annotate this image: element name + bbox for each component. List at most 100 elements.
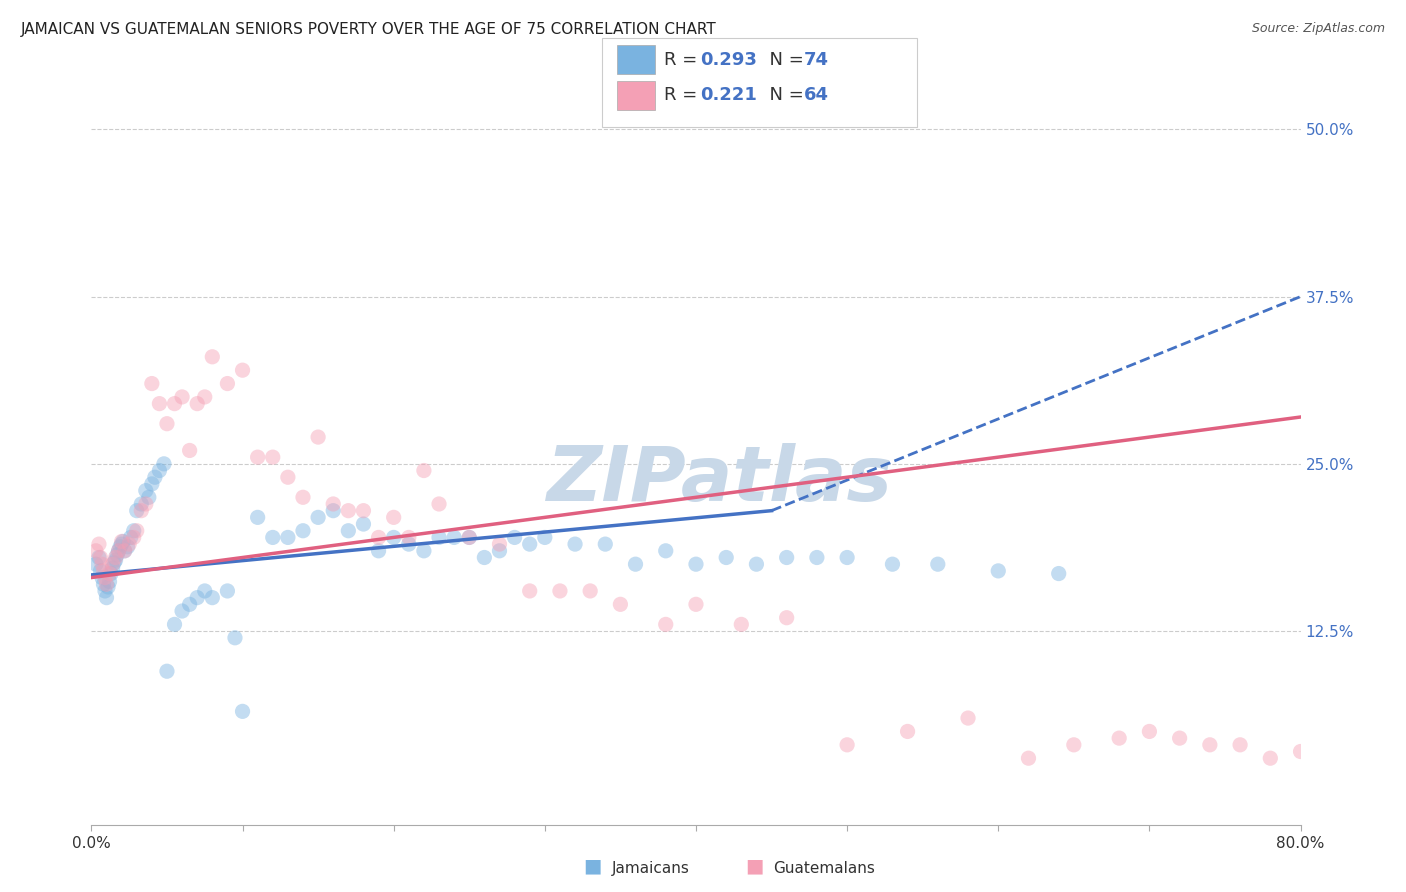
Point: [322, 503, 344, 517]
Point: [156, 664, 179, 679]
Point: [307, 430, 329, 444]
Point: [217, 376, 239, 391]
Point: [579, 584, 602, 599]
Point: [352, 503, 374, 517]
Point: [108, 540, 131, 554]
Point: [101, 557, 124, 572]
Text: 0.293: 0.293: [700, 51, 756, 69]
Point: [112, 534, 135, 549]
Point: [714, 550, 737, 565]
Point: [1168, 731, 1191, 746]
Point: [114, 544, 136, 558]
Text: JAMAICAN VS GUATEMALAN SENIORS POVERTY OVER THE AGE OF 75 CORRELATION CHART: JAMAICAN VS GUATEMALAN SENIORS POVERTY O…: [21, 22, 717, 37]
Point: [111, 537, 132, 551]
Text: 0.221: 0.221: [700, 87, 756, 104]
Point: [897, 724, 920, 739]
Point: [122, 530, 145, 544]
Point: [89, 550, 111, 565]
Point: [595, 537, 617, 551]
Point: [292, 524, 315, 538]
Point: [262, 450, 284, 465]
Point: [91, 571, 114, 585]
Point: [93, 577, 115, 591]
Point: [125, 503, 148, 517]
Point: [104, 553, 127, 567]
Point: [413, 544, 436, 558]
Point: [114, 544, 136, 558]
Point: [654, 617, 676, 632]
Point: [776, 611, 799, 625]
Point: [105, 548, 128, 562]
Point: [103, 556, 125, 570]
Point: [224, 631, 246, 645]
Point: [91, 557, 114, 572]
Point: [217, 584, 239, 599]
Point: [277, 470, 299, 484]
Point: [956, 711, 979, 725]
Point: [835, 550, 858, 565]
Text: ZIPatlas: ZIPatlas: [547, 443, 893, 517]
Point: [488, 537, 510, 551]
Point: [201, 591, 224, 605]
Point: [156, 417, 179, 431]
Point: [519, 537, 541, 551]
Point: [1018, 751, 1040, 765]
Point: [89, 564, 111, 578]
Point: [519, 584, 541, 599]
Point: [87, 537, 110, 551]
Point: [685, 557, 707, 572]
Point: [458, 530, 481, 544]
Point: [129, 503, 152, 517]
Point: [179, 443, 201, 458]
Point: [94, 571, 117, 585]
Point: [96, 591, 118, 605]
Point: [927, 557, 949, 572]
Point: [987, 564, 1010, 578]
Point: [398, 530, 420, 544]
Point: [231, 363, 253, 377]
Point: [806, 550, 828, 565]
Point: [194, 584, 217, 599]
Point: [1139, 724, 1161, 739]
Point: [172, 604, 194, 618]
Text: N =: N =: [758, 51, 810, 69]
Point: [1289, 744, 1312, 758]
Point: [488, 544, 510, 558]
Point: [277, 530, 299, 544]
Point: [398, 537, 420, 551]
Point: [322, 497, 344, 511]
Point: [246, 450, 269, 465]
Point: [163, 617, 186, 632]
Point: [163, 396, 186, 410]
Point: [122, 524, 145, 538]
Point: [135, 483, 157, 498]
Point: [1047, 566, 1070, 581]
Point: [148, 396, 170, 410]
Text: ■: ■: [583, 857, 602, 876]
Point: [1229, 738, 1251, 752]
Point: [564, 537, 586, 551]
Point: [730, 617, 752, 632]
Point: [194, 390, 217, 404]
Text: ■: ■: [745, 857, 763, 876]
Point: [98, 574, 121, 589]
Point: [246, 510, 269, 524]
Point: [97, 580, 120, 594]
Point: [96, 577, 118, 591]
Point: [118, 537, 141, 551]
Point: [107, 544, 129, 558]
Point: [472, 550, 495, 565]
Point: [87, 550, 110, 565]
Point: [172, 390, 194, 404]
Point: [548, 584, 571, 599]
Point: [107, 544, 129, 558]
Point: [1063, 738, 1085, 752]
Point: [98, 566, 121, 581]
Point: [262, 530, 284, 544]
Point: [609, 598, 631, 612]
Point: [231, 705, 253, 719]
Point: [117, 540, 139, 554]
Point: [443, 530, 465, 544]
Point: [104, 550, 127, 565]
Point: [624, 557, 647, 572]
